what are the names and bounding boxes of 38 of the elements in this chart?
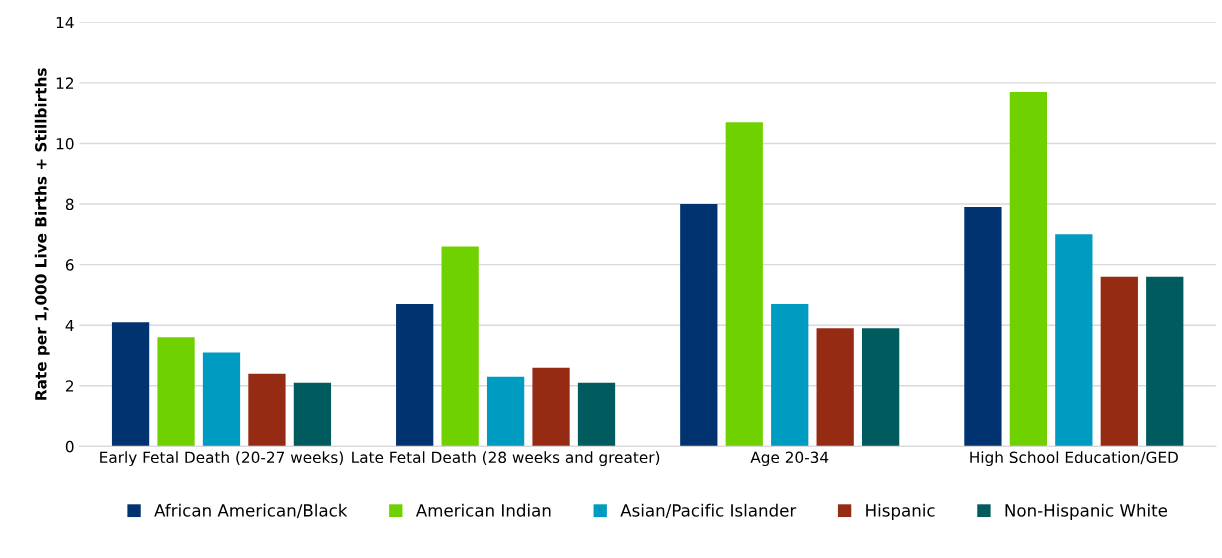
y-tick-label: 0 [65, 440, 74, 453]
bar [1146, 276, 1184, 447]
legend-label: Hispanic [866, 503, 935, 520]
bar [1009, 91, 1048, 447]
legend-label: Non-Hispanic White [1005, 503, 1168, 520]
bar [441, 246, 479, 447]
legend-label: Asian/Pacific Islander [620, 503, 797, 519]
x-tick-label: Late Fetal Death (28 weeks and greater) [352, 451, 660, 467]
bar [1055, 234, 1093, 447]
bar [202, 352, 241, 447]
y-tick-label: 14 [56, 16, 74, 29]
legend-label: American Indian [415, 503, 551, 517]
x-tick-label: Age 20-34 [750, 451, 829, 467]
bar [680, 204, 718, 447]
bar [157, 337, 195, 447]
bar [577, 382, 616, 447]
bar [964, 207, 1002, 447]
bar [111, 322, 150, 447]
bar [816, 328, 854, 447]
bar [532, 367, 570, 447]
y-tick-label: 10 [56, 137, 74, 150]
legend-label: African American/Black [154, 503, 348, 519]
y-tick-label: 6 [65, 259, 74, 271]
y-tick-label: 12 [56, 77, 74, 89]
y-tick-label: 2 [65, 380, 74, 392]
bar [293, 382, 332, 447]
x-tick-label: High School Education/GED [970, 451, 1178, 467]
bar [248, 373, 286, 447]
bar [771, 304, 809, 447]
bar [486, 376, 525, 447]
bar [396, 304, 434, 447]
y-tick-label: 4 [65, 319, 74, 332]
bar [1100, 276, 1138, 447]
bar [862, 328, 900, 447]
y-tick-label: 8 [65, 198, 74, 211]
bar [725, 122, 763, 447]
y-axis-title: Rate per 1,000 Live Births + Stillbirths [34, 68, 50, 400]
x-tick-label: Early Fetal Death (20-27 weeks) [100, 451, 343, 467]
